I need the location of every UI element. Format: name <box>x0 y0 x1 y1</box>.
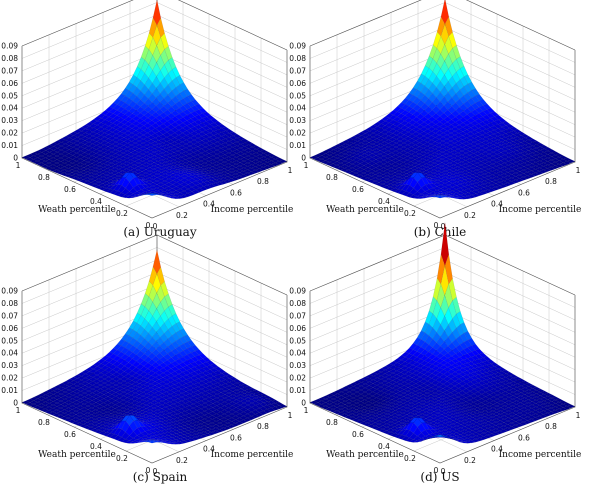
surface-plot-3: 00.010.020.030.040.050.060.070.080.0900.… <box>1 234 294 484</box>
y-tick-label: 0.8 <box>326 173 338 182</box>
z-tick-label: 0.02 <box>289 374 306 383</box>
y-tick-label: 0.2 <box>404 209 416 218</box>
axis-box-top <box>309 0 576 51</box>
y-tick-label: 0.2 <box>116 454 128 463</box>
x-tick-label: 0.8 <box>257 422 269 431</box>
y-tick-label: 1 <box>304 161 309 170</box>
z-tick-label: 0.01 <box>1 141 18 150</box>
x-tick-label: 0.2 <box>464 456 476 465</box>
z-tick-label: 0.09 <box>289 287 306 296</box>
y-tick-label: 0.2 <box>404 454 416 463</box>
z-tick-label: 0.08 <box>289 299 306 308</box>
surface-plot-1: 0 0.01 0.02 0.03 0.04 0.05 0.06 0.07 0.08 0.09 0 0.… <box>1 0 293 239</box>
z-tick-label: 0.05 <box>1 91 18 100</box>
x-tick-label: 0.4 <box>203 200 215 209</box>
z-tick-label: 0.07 <box>1 311 18 320</box>
x-tick-label: 0.2 <box>176 211 188 220</box>
z-tick-label: 0.06 <box>1 79 18 88</box>
z-tick-label: 0.07 <box>1 66 18 75</box>
z-tick-label: 0.02 <box>1 129 18 138</box>
z-tick-label: 0.02 <box>289 129 306 138</box>
x-axis-label: Income percentile <box>211 450 294 460</box>
panel-caption: (a) Uruguay <box>123 225 196 239</box>
z-tick-label: 0.05 <box>289 336 306 345</box>
z-tick-label: 0.01 <box>1 386 18 395</box>
y-tick-label: 0.6 <box>64 185 76 194</box>
y-tick-label: 0.6 <box>352 185 364 194</box>
x-axis-label: Income percentile <box>499 450 582 460</box>
z-tick-label: 0.06 <box>289 324 306 333</box>
z-tick-label: 0.03 <box>289 361 306 370</box>
axis-box-front <box>309 157 576 219</box>
z-tick-label: 0.09 <box>289 42 306 51</box>
x-tick-label: 0.8 <box>257 177 269 186</box>
x-tick-label: 0.6 <box>230 433 242 442</box>
x-tick-label: 0.2 <box>464 211 476 220</box>
x-tick-label: 0.6 <box>230 188 242 197</box>
surface-plot-2: 00.010.020.030.040.050.060.070.080.0900.… <box>289 0 581 239</box>
z-tick-label: 0.07 <box>289 66 306 75</box>
z-tick-label: 0.02 <box>1 374 18 383</box>
axis-box-top <box>21 0 288 51</box>
y-axis-label: Weath percentile <box>38 450 116 460</box>
z-tick-label: 0.06 <box>1 324 18 333</box>
x-axis-label: Income percentile <box>499 205 582 215</box>
y-tick-label: 0.4 <box>90 197 102 206</box>
x-tick-label: 1 <box>288 411 293 420</box>
y-axis-label: Weath percentile <box>38 205 116 215</box>
panel-caption: (d) US <box>420 470 459 484</box>
y-tick-label: 0.8 <box>326 418 338 427</box>
y-tick-label: 0.8 <box>38 418 50 427</box>
x-tick-label: 0.8 <box>545 422 557 431</box>
x-tick-label: 0.6 <box>518 188 530 197</box>
y-axis-label: Weath percentile <box>326 205 404 215</box>
z-tick-label: 0.09 <box>1 287 18 296</box>
y-tick-label: 0 <box>146 221 151 230</box>
y-tick-label: 0.8 <box>38 173 50 182</box>
z-tick-label: 0.04 <box>289 104 306 113</box>
y-tick-label: 1 <box>16 161 21 170</box>
z-tick-label: 0.04 <box>1 349 18 358</box>
x-tick-label: 0.6 <box>518 433 530 442</box>
surface-mesh <box>21 0 288 199</box>
z-tick-label: 0.04 <box>289 349 306 358</box>
y-tick-label: 0.2 <box>116 209 128 218</box>
z-tick-label: 0 <box>13 154 18 163</box>
y-axis-label: Weath percentile <box>326 450 404 460</box>
x-axis-label: Income percentile <box>211 205 294 215</box>
y-tick-label: 1 <box>304 406 309 415</box>
surface-mesh <box>309 0 576 200</box>
z-tick-label: 0.07 <box>289 311 306 320</box>
surface-plot-4: 00.010.020.030.040.050.060.070.080.0900.… <box>289 222 582 484</box>
z-tick-label: 0.06 <box>289 79 306 88</box>
z-tick-label: 0.04 <box>1 104 18 113</box>
surface-mesh <box>309 222 576 444</box>
y-tick-label: 1 <box>16 406 21 415</box>
surface-mesh <box>21 249 288 445</box>
z-tick-label: 0.05 <box>289 91 306 100</box>
panel-caption: (c) Spain <box>133 470 188 484</box>
axis-box-front <box>21 157 288 219</box>
x-tick-label: 0.8 <box>545 177 557 186</box>
x-tick-label: 1 <box>288 166 293 175</box>
y-tick-label: 0.6 <box>64 430 76 439</box>
z-tick-label: 0.09 <box>1 42 18 51</box>
z-tick-label: 0.03 <box>1 361 18 370</box>
z-tick-label: 0.03 <box>1 116 18 125</box>
z-tick-label: 0.01 <box>289 141 306 150</box>
z-tick-label: 0.08 <box>289 54 306 63</box>
z-tick-label: 0.05 <box>1 336 18 345</box>
surface-patch <box>147 193 157 196</box>
x-tick-label: 1 <box>576 411 581 420</box>
x-tick-label: 0 <box>153 222 158 231</box>
z-tick-label: 0.01 <box>289 386 306 395</box>
y-tick-label: 0.6 <box>352 430 364 439</box>
x-tick-label: 1 <box>576 166 581 175</box>
x-tick-label: 0.2 <box>176 456 188 465</box>
z-tick-label: 0.03 <box>289 116 306 125</box>
z-tick-label: 0.08 <box>1 299 18 308</box>
z-tick-label: 0.08 <box>1 54 18 63</box>
